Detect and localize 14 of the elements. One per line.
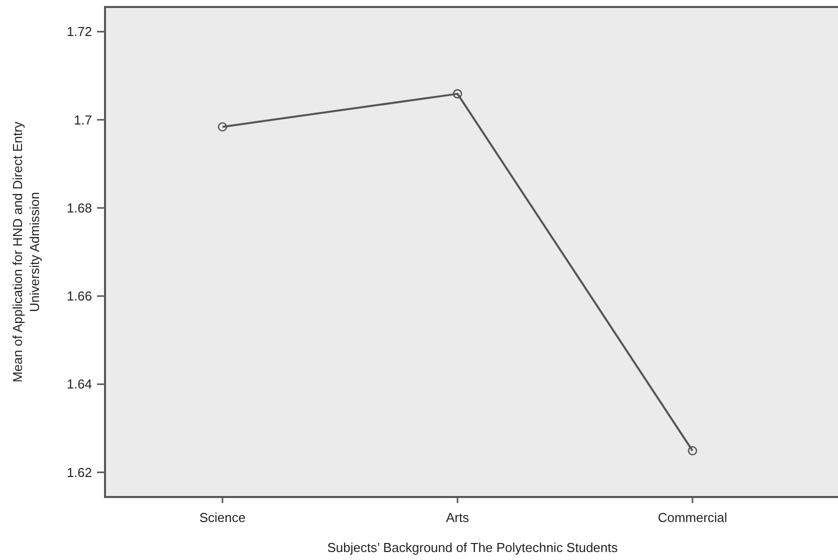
point <box>452 89 462 98</box>
y-tick-label: 1.7 <box>74 112 92 128</box>
y-tick-label: 1.72 <box>66 24 92 40</box>
y-tick-label: 1.68 <box>66 200 92 216</box>
y-tick-label: 1.66 <box>66 288 92 304</box>
y-axis-title: Mean of Application for HND and Direct Entry University Admission <box>10 121 42 382</box>
point <box>218 122 228 132</box>
x-tick-label: Science <box>199 510 246 525</box>
x-tick-label: Commercial <box>658 510 728 525</box>
y-tick-label: 1.62 <box>66 464 92 480</box>
point <box>688 446 698 456</box>
x-tick-label: Arts <box>446 510 470 525</box>
y-tick-label: 1.64 <box>66 376 92 392</box>
x-axis-title: Subjects’ Background of The Polytechnic Students <box>327 540 618 555</box>
